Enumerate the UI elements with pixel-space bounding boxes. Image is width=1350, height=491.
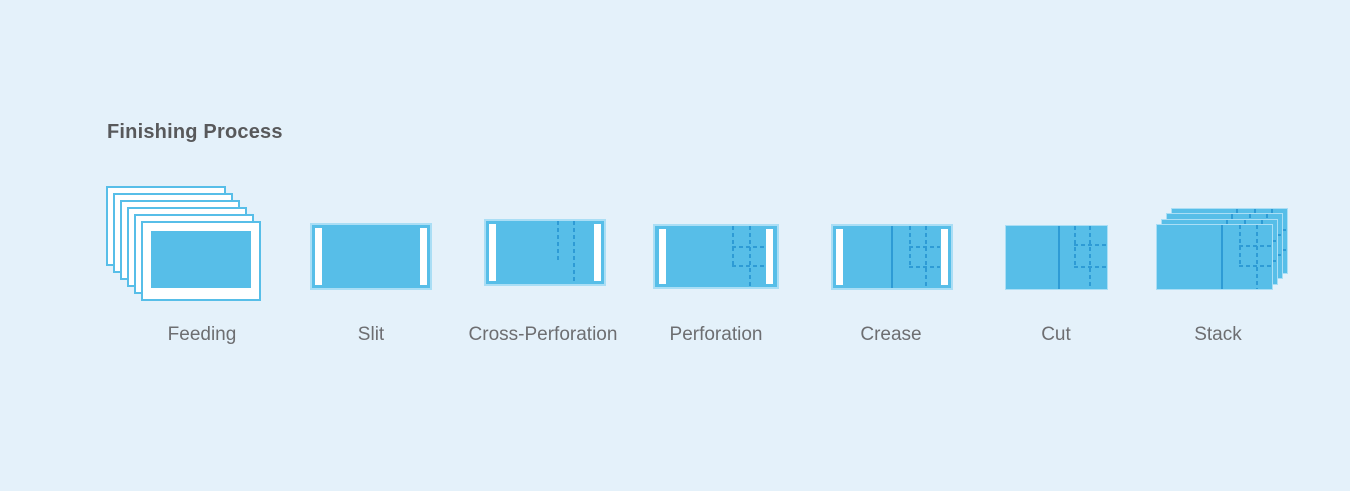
printed-area <box>151 231 251 288</box>
step-label-crease: Crease <box>860 324 922 345</box>
slit-strip-right <box>766 229 773 284</box>
perforation-line-vertical <box>556 221 559 263</box>
perforation-line-horizontal <box>1073 244 1107 247</box>
crease-icon <box>831 224 953 290</box>
slit-strip-right <box>594 224 601 281</box>
cross-perforation-icon <box>484 219 606 286</box>
perforation-line-vertical <box>925 226 928 288</box>
slit-strip-left <box>836 229 843 285</box>
crease-line <box>1057 226 1060 289</box>
perforation-line-horizontal <box>1073 265 1107 268</box>
slit-strip-right <box>420 228 427 285</box>
perforation-line-horizontal <box>908 246 940 249</box>
slit-strip-left <box>489 224 496 281</box>
slit-strip-right <box>941 229 948 285</box>
step-label-cross-perforation: Cross-Perforation <box>468 324 618 345</box>
slit-strip-left <box>315 228 322 285</box>
perforation-icon <box>653 224 779 289</box>
step-label-slit: Slit <box>357 324 385 345</box>
step-label-stack: Stack <box>1194 324 1242 345</box>
crease-line <box>890 226 893 288</box>
slit-icon <box>310 223 432 290</box>
perforation-line-horizontal <box>1238 244 1272 247</box>
stack-icon <box>1156 208 1290 292</box>
paper-sheet-front <box>141 221 261 301</box>
stacked-sheet-front <box>1156 224 1273 290</box>
step-label-cut: Cut <box>1041 324 1071 345</box>
perforation-line-vertical <box>1088 226 1091 289</box>
cut-icon <box>1005 225 1108 290</box>
perforation-line-vertical <box>1255 225 1258 289</box>
slit-strip-left <box>659 229 666 284</box>
perforation-line-vertical <box>573 221 576 284</box>
feeding-icon <box>106 186 262 303</box>
perforation-line-horizontal <box>908 265 940 268</box>
perforation-line-horizontal <box>731 265 766 268</box>
step-label-feeding: Feeding <box>167 324 237 345</box>
page-title: Finishing Process <box>107 121 283 143</box>
step-label-perforation: Perforation <box>669 324 763 345</box>
perforation-line-horizontal <box>731 246 766 249</box>
perforation-line-horizontal <box>1238 265 1272 268</box>
perforation-line-vertical <box>748 226 751 287</box>
crease-line <box>1221 225 1224 289</box>
